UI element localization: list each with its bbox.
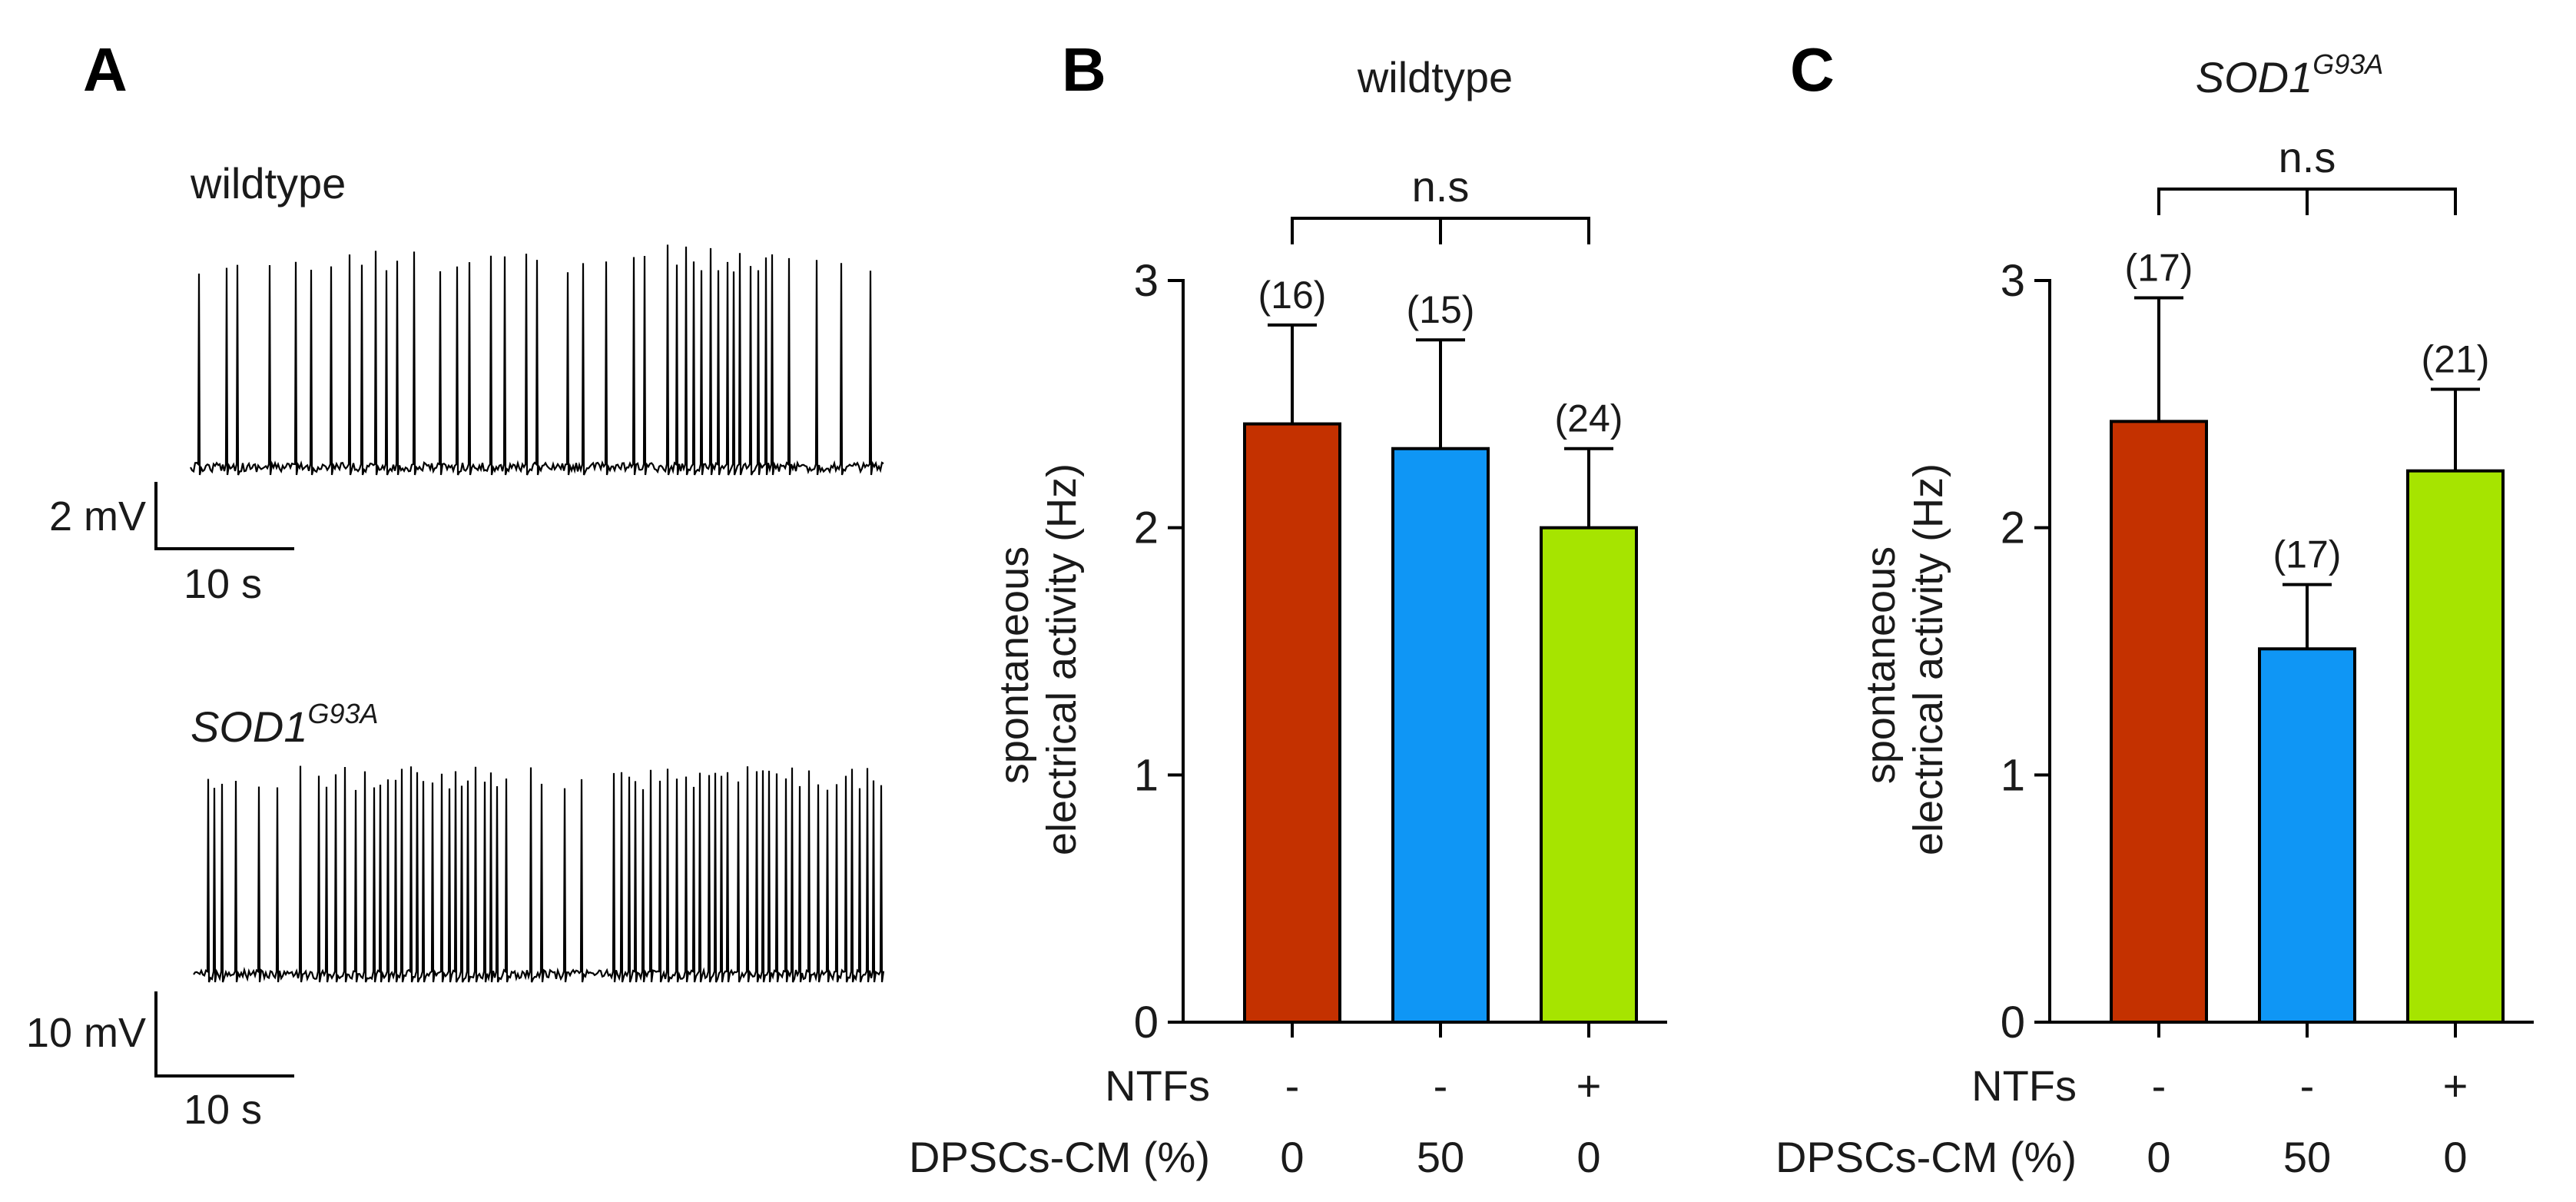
ntfs-value-b-3: + — [1576, 1061, 1602, 1110]
n-label-c-1: (17) — [2125, 247, 2193, 290]
significance-label-b: n.s — [1412, 162, 1470, 211]
bar-c-1 — [2110, 420, 2208, 1024]
y-tick-label-c: 3 — [2001, 256, 2025, 306]
significance-bracket-c — [2157, 188, 2457, 215]
panel-letter-a: A — [83, 35, 128, 104]
row-label-ntfs-b: NTFs — [1105, 1061, 1210, 1110]
ntfs-value-b-1: - — [1285, 1061, 1300, 1110]
panel-b: B wildtype spontaneous electrical activi… — [909, 35, 1667, 1181]
scale-voltage-wildtype: 2 mV — [49, 493, 146, 540]
dpsc-value-c-2: 50 — [2283, 1133, 2331, 1181]
dpsc-value-c-3: 0 — [2443, 1133, 2467, 1181]
trace-label-wildtype: wildtype — [190, 159, 346, 208]
ntfs-value-c-1: - — [2152, 1061, 2167, 1110]
y-tick-label-c: 0 — [2001, 998, 2025, 1048]
bar-b-3 — [1540, 526, 1638, 1024]
significance-bracket-b — [1291, 217, 1590, 244]
scale-voltage-sod1: 10 mV — [26, 1010, 146, 1056]
row-label-dpsc-c: DPSCs-CM (%) — [1775, 1133, 2077, 1181]
y-axis-label-c: spontaneous electrical activity (Hz) — [1858, 463, 1951, 855]
dpsc-value-b-1: 0 — [1280, 1133, 1304, 1181]
y-tick-label-c: 1 — [2001, 750, 2025, 800]
trace-wildtype — [190, 244, 884, 476]
y-tick-label-b: 2 — [1134, 503, 1159, 553]
y-tick-label-b: 3 — [1134, 256, 1159, 306]
bar-c-3 — [2406, 469, 2505, 1024]
panel-letter-b: B — [1062, 35, 1106, 104]
bar-b-1 — [1243, 422, 1341, 1024]
dpsc-value-c-1: 0 — [2147, 1133, 2170, 1181]
bar-b-2 — [1391, 447, 1490, 1024]
n-label-b-2: (15) — [1407, 288, 1475, 331]
plot-area-c: 0 1 2 3 (17) - 0 (17) - 50 (21) +0 NTFs DPSCs-CM (%) n… — [1775, 133, 2534, 1181]
row-label-ntfs-c: NTFs — [1971, 1061, 2077, 1110]
dpsc-value-b-3: 0 — [1576, 1133, 1600, 1181]
ntfs-value-c-2: - — [2300, 1061, 2315, 1110]
scale-time-wildtype: 10 s — [184, 561, 262, 607]
y-tick-label-b: 1 — [1134, 750, 1159, 800]
y-tick-label-c: 2 — [2001, 503, 2025, 553]
row-label-dpsc-b: DPSCs-CM (%) — [909, 1133, 1210, 1181]
panel-c: C SOD1G93A spontaneous electrical activi… — [1775, 35, 2534, 1181]
scale-time-sod1: 10 s — [184, 1087, 262, 1133]
trace-sod1-path — [193, 765, 885, 983]
panel-letter-c: C — [1790, 35, 1835, 104]
chart-title-b: wildtype — [1357, 53, 1513, 101]
ntfs-value-c-3: + — [2443, 1061, 2468, 1110]
y-axis-label-b: spontaneous electrical activity (Hz) — [991, 463, 1085, 855]
dpsc-value-b-2: 50 — [1417, 1133, 1464, 1181]
n-label-b-1: (16) — [1258, 274, 1327, 317]
n-label-c-3: (21) — [2422, 338, 2490, 381]
trace-wildtype-path — [190, 244, 884, 476]
scale-bar-sod1 — [154, 991, 294, 1077]
chart-title-c: SOD1G93A — [2196, 48, 2384, 101]
n-label-c-2: (17) — [2273, 533, 2342, 576]
trace-sod1 — [193, 765, 885, 983]
ntfs-value-b-2: - — [1434, 1061, 1448, 1110]
plot-area-b: 0 1 2 3 (16) - 0 (15) - 50 (24) +0 NTFs DPSCs-CM (%) n… — [909, 162, 1667, 1181]
scale-bar-wildtype — [154, 482, 294, 550]
y-tick-label-b: 0 — [1134, 998, 1159, 1048]
n-label-b-3: (24) — [1555, 397, 1623, 440]
trace-label-sod1: SOD1G93A — [191, 698, 379, 751]
significance-label-c: n.s — [2279, 133, 2336, 181]
bar-c-2 — [2258, 647, 2356, 1024]
